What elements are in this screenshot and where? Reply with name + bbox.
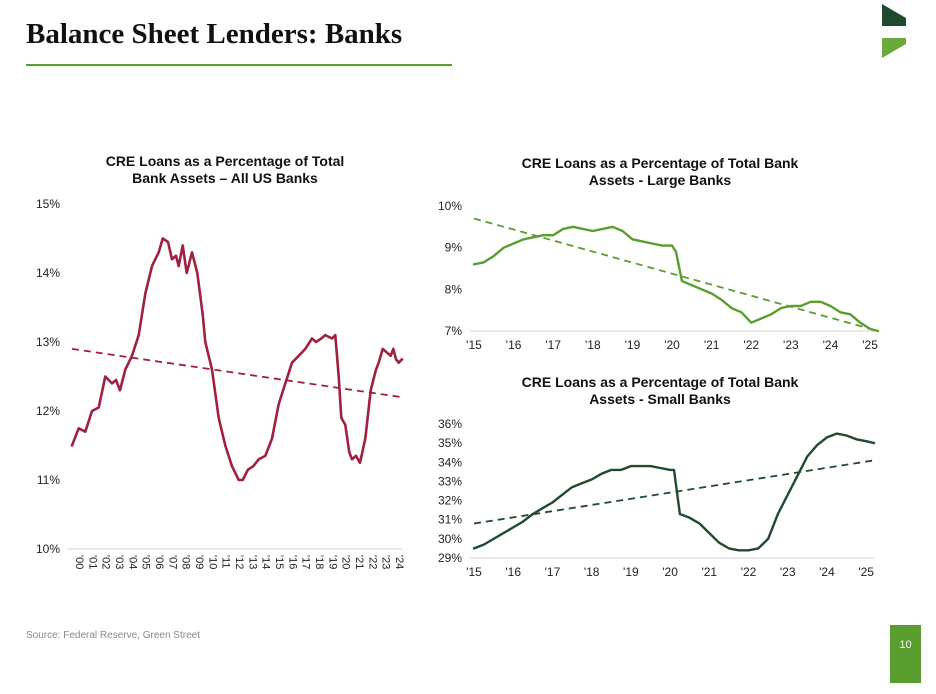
chart-large-y-tick-label: 7%	[445, 324, 463, 338]
chart-large-title-line2: Assets - Large Banks	[588, 172, 732, 188]
chart-all-x-tick-label: '20	[340, 555, 352, 569]
chart-small-y-tick-label: 31%	[438, 513, 462, 527]
chart-all-x-tick-label: '15	[273, 555, 285, 569]
chart-small-trendline	[473, 459, 875, 525]
chart-large-x-tick-label: '17	[545, 338, 561, 352]
chart-large-x-tick-label: '16	[506, 338, 522, 352]
chart-large-y-tick-label: 8%	[445, 282, 463, 296]
source-note: Source: Federal Reserve, Green Street	[26, 630, 200, 641]
chart-large-x-tick-label: '19	[625, 338, 641, 352]
chart-large-y-tick-label: 10%	[438, 199, 462, 213]
chart-all-x-tick-label: '04	[126, 555, 138, 569]
chart-small-x-tick-label: '25	[858, 565, 874, 579]
chart-all-x-tick-label: '12	[233, 555, 245, 569]
chart-all-trendline	[71, 348, 403, 399]
chart-large-x-tick-label: '25	[862, 338, 878, 352]
chart-all-y-tick-label: 12%	[36, 404, 60, 418]
chart-large-x-tick-label: '21	[704, 338, 720, 352]
chart-large-x-tick-label: '15	[466, 338, 482, 352]
chart-large-title: CRE Loans as a Percentage of Total Bank …	[460, 155, 860, 189]
chart-all-x-tick-label: '03	[113, 555, 125, 569]
title-underline	[26, 64, 452, 66]
chart-small-series-line	[472, 432, 876, 552]
chart-small-y-tick-label: 34%	[438, 455, 462, 469]
chart-large-y-tick-label: 9%	[445, 241, 463, 255]
chart-all-title: CRE Loans as a Percentage of Total Bank …	[60, 153, 390, 187]
chart-small-x-tick-label: '23	[780, 565, 796, 579]
chart-all-title-line2: Bank Assets – All US Banks	[132, 170, 318, 186]
chart-all-x-tick-label: '08	[180, 555, 192, 569]
chart-small-y-tick-label: 35%	[438, 436, 462, 450]
logo-dark-shape	[882, 4, 906, 26]
chart-small-x-tick-label: '21	[701, 565, 717, 579]
chart-large-x-tick-label: '22	[743, 338, 759, 352]
chart-small-y-tick-label: 30%	[438, 532, 462, 546]
chart-large-x-tick-label: '18	[585, 338, 601, 352]
chart-large-x-tick-label: '23	[783, 338, 799, 352]
brand-logo-icon	[882, 4, 906, 58]
chart-all-x-tick-label: '07	[166, 555, 178, 569]
chart-all-title-line1: CRE Loans as a Percentage of Total	[105, 153, 345, 169]
chart-all-y-tick-label: 10%	[36, 542, 60, 556]
chart-small-x-tick-label: '18	[584, 565, 600, 579]
chart-all-x-tick-label: '06	[153, 555, 165, 569]
chart-all-y-tick-label: 11%	[37, 473, 60, 487]
chart-small-x-tick-label: '19	[623, 565, 639, 579]
chart-all-x-tick-label: '13	[246, 555, 258, 569]
chart-all-x-tick-label: '18	[313, 555, 325, 569]
chart-all-x-tick-label: '21	[353, 555, 365, 569]
chart-small-title-line1: CRE Loans as a Percentage of Total Bank	[521, 374, 799, 390]
chart-all-x-tick-label: '22	[366, 555, 378, 569]
chart-all-series-line	[70, 237, 404, 482]
chart-all-y-tick-label: 14%	[36, 266, 60, 280]
chart-all-y-tick-label: 13%	[36, 335, 60, 349]
chart-large-series-line	[472, 225, 880, 333]
chart-large-trendline	[473, 217, 879, 332]
chart-all-x-tick-label: '19	[326, 555, 338, 569]
chart-small-x-tick-label: '22	[741, 565, 757, 579]
chart-all-x-tick-label: '05	[140, 555, 152, 569]
chart-small-x-tick-label: '20	[662, 565, 678, 579]
chart-all-x-tick-label: '17	[300, 555, 312, 569]
chart-small-x-tick-label: '24	[819, 565, 835, 579]
chart-small-y-tick-label: 32%	[438, 494, 462, 508]
chart-small-y-tick-label: 36%	[438, 417, 462, 431]
chart-all-y-tick-label: 15%	[36, 197, 60, 211]
chart-all-x-tick-label: '23	[380, 555, 392, 569]
chart-all-x-tick-label: '14	[260, 555, 272, 569]
chart-large-x-tick-label: '24	[823, 338, 839, 352]
chart-small-title-line2: Assets - Small Banks	[589, 391, 731, 407]
chart-all-x-tick-label: '10	[206, 555, 218, 569]
chart-all-x-tick-label: '24	[393, 555, 405, 569]
chart-all-x-tick-label: '01	[86, 555, 98, 569]
page-number-badge: 10	[890, 625, 921, 683]
chart-all-x-tick-label: '09	[193, 555, 205, 569]
chart-small-y-tick-label: 33%	[438, 474, 462, 488]
chart-all-x-tick-label: '16	[286, 555, 298, 569]
chart-small-x-tick-label: '16	[505, 565, 521, 579]
chart-all-x-tick-label: '02	[100, 555, 112, 569]
chart-all-x-tick-label: '00	[73, 555, 85, 569]
logo-light-shape	[882, 38, 906, 58]
chart-small-x-tick-label: '15	[466, 565, 482, 579]
chart-all-x-tick-label: '11	[220, 555, 232, 569]
chart-small-x-tick-label: '17	[545, 565, 561, 579]
chart-large-title-line1: CRE Loans as a Percentage of Total Bank	[521, 155, 799, 171]
chart-small-y-tick-label: 29%	[438, 551, 462, 565]
chart-large-x-tick-label: '20	[664, 338, 680, 352]
page-title: Balance Sheet Lenders: Banks	[26, 18, 403, 50]
chart-small-title: CRE Loans as a Percentage of Total Bank …	[460, 374, 860, 408]
